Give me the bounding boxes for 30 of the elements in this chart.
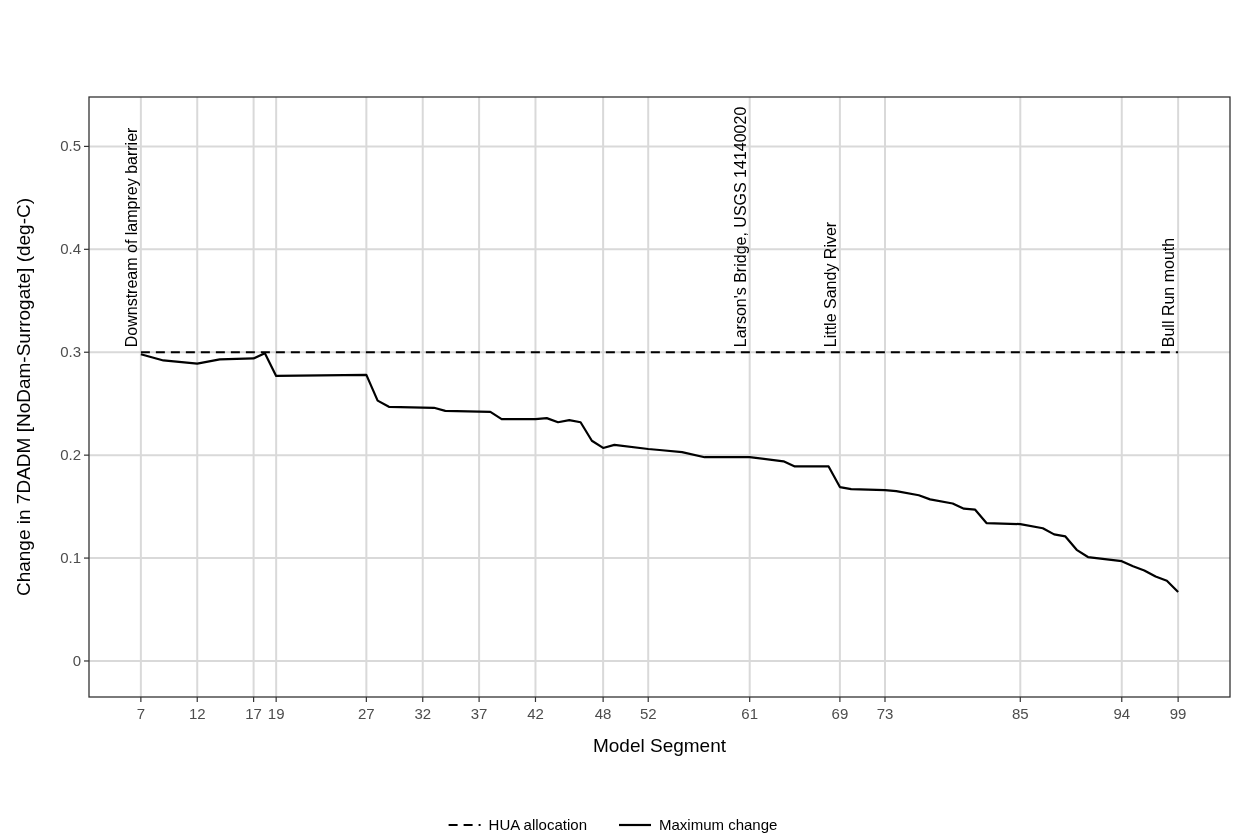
x-tick-label: 85 xyxy=(1011,705,1029,722)
annotation: Larson's Bridge, USGS 14140020 xyxy=(731,106,749,348)
x-tick-label: 73 xyxy=(876,705,894,722)
legend-label: HUA allocation xyxy=(488,816,587,833)
x-tick-label: 7 xyxy=(136,705,146,722)
y-tick-label: 0.2 xyxy=(60,446,81,464)
x-tick-label: 42 xyxy=(527,705,544,722)
x-tick-label: 99 xyxy=(1169,705,1187,722)
x-tick-label: 69 xyxy=(831,705,849,722)
x-tick-label: 17 xyxy=(245,705,262,722)
x-axis-title: Model Segment xyxy=(592,735,727,756)
x-tick-label: 37 xyxy=(470,705,488,722)
x-tick-label: 61 xyxy=(741,705,759,722)
y-tick-label: 0 xyxy=(72,651,81,669)
annotation: Little Sandy River xyxy=(821,221,839,348)
x-tick-label: 52 xyxy=(639,705,657,722)
annotation: Bull Run mouth xyxy=(1160,237,1178,348)
x-tick-label: 27 xyxy=(358,705,375,722)
x-tick-label: 12 xyxy=(188,705,206,722)
x-tick-label: 32 xyxy=(414,705,432,722)
x-tick-label: 94 xyxy=(1113,705,1131,722)
y-tick-label: 0.1 xyxy=(60,549,81,567)
y-tick-label: 0.4 xyxy=(60,240,81,258)
x-tick-label: 48 xyxy=(594,705,612,722)
legend-label: Maximum change xyxy=(659,816,778,833)
y-axis-title: Change in 7DADM [NoDam-Surrogate] (deg-C) xyxy=(13,197,34,597)
annotation: Downstream of lamprey barrier xyxy=(122,126,140,348)
x-tick-label: 19 xyxy=(267,705,285,722)
y-tick-label: 0.3 xyxy=(60,343,81,361)
y-tick-label: 0.5 xyxy=(60,137,81,155)
